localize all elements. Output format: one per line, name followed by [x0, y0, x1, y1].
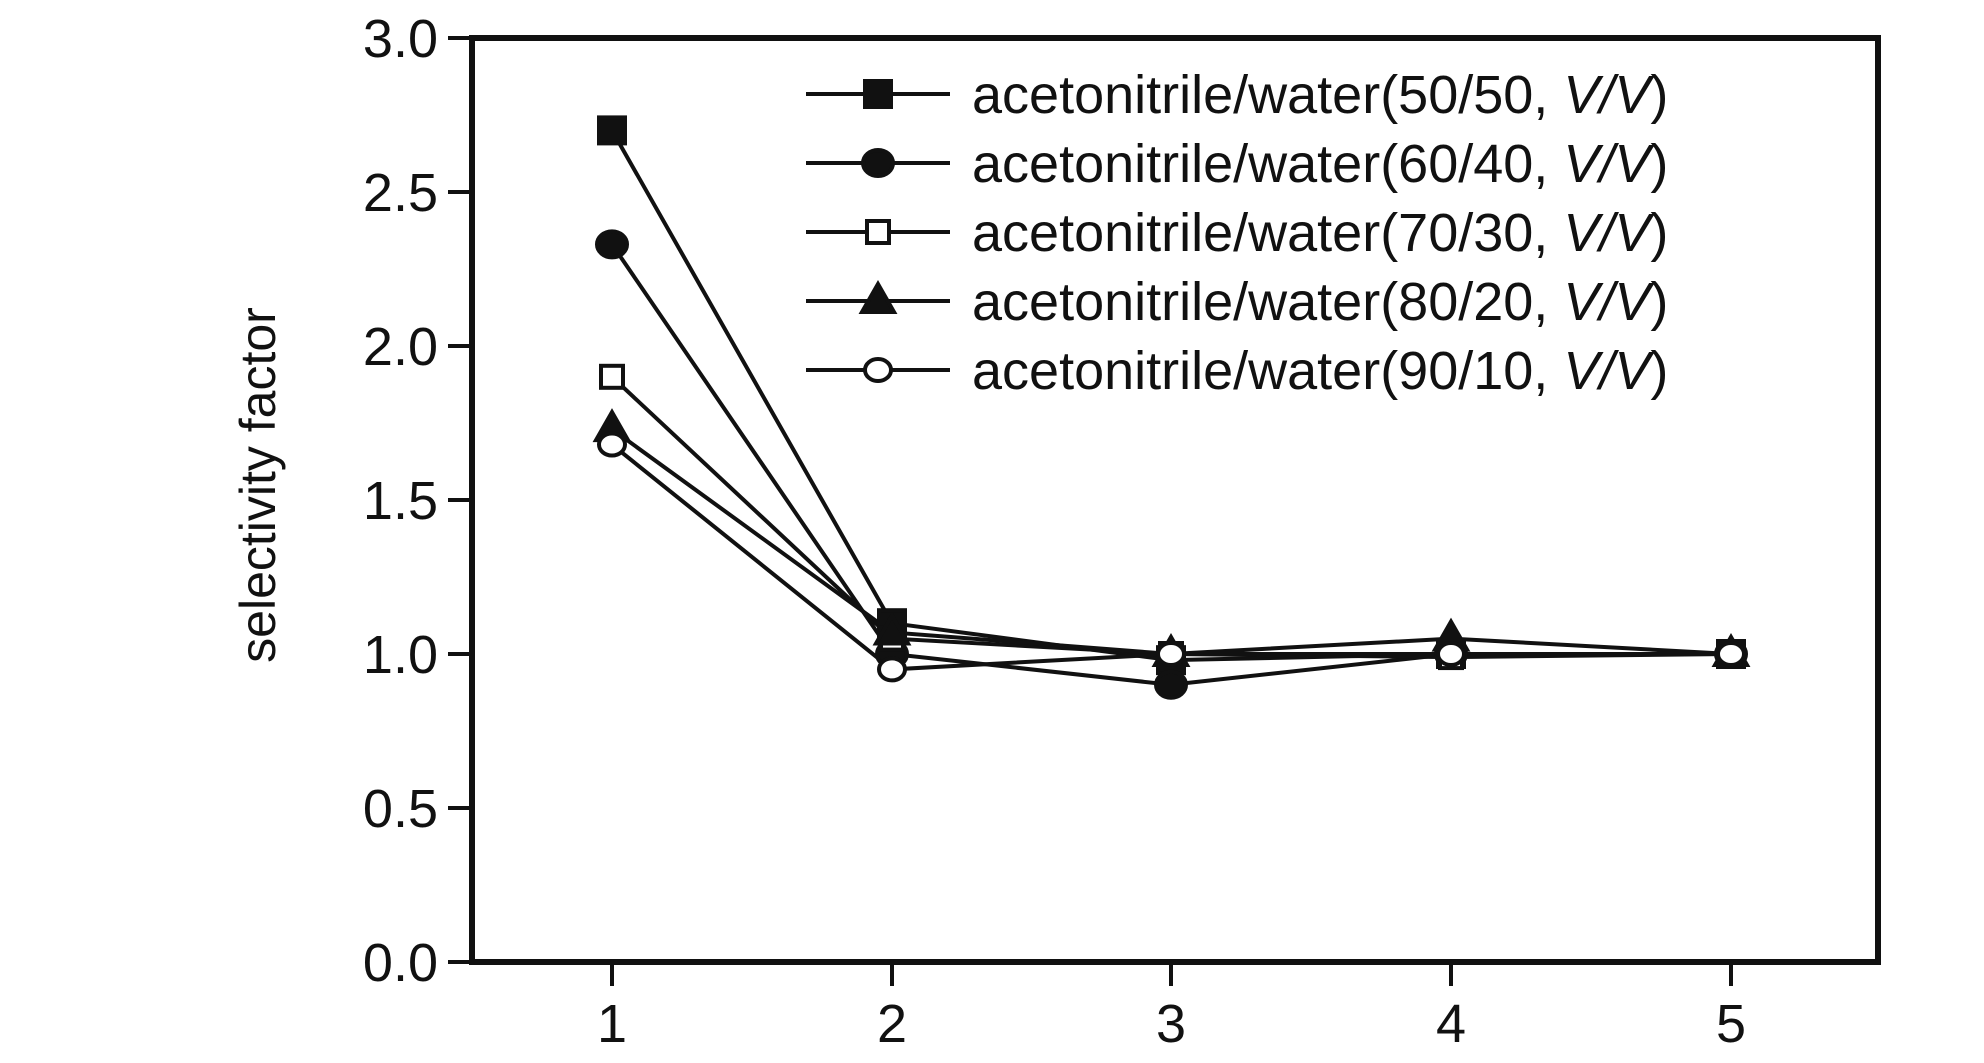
data-point — [595, 229, 629, 260]
series-3 — [610, 375, 1732, 660]
y-tick-label: 2.0 — [363, 317, 438, 377]
y-axis-ticks: 0.0 0.5 1.0 1.5 2.0 2.5 3.0 — [363, 9, 472, 993]
legend-marker — [861, 148, 895, 178]
y-tick-label: 1.0 — [363, 625, 438, 685]
legend-label-prefix: acetonitrile/water(80/20, — [972, 272, 1563, 332]
y-tick-label: 1.5 — [363, 471, 438, 531]
series-4-markers — [592, 408, 1751, 667]
series-layer — [592, 115, 1751, 700]
x-tick-label: 3 — [1156, 994, 1186, 1054]
legend-label-italic: V/V — [1563, 272, 1655, 332]
data-point — [597, 115, 627, 146]
legend-label-suffix: ) — [1650, 203, 1668, 263]
data-point — [1436, 641, 1466, 667]
series-line — [610, 427, 1732, 657]
legend-label-italic: V/V — [1563, 134, 1655, 194]
legend-label-suffix: ) — [1650, 134, 1668, 194]
legend-label-suffix: ) — [1650, 65, 1668, 125]
series-4 — [610, 427, 1732, 657]
data-point — [872, 611, 912, 646]
legend-label-italic: V/V — [1563, 203, 1655, 263]
legend-label-prefix: acetonitrile/water(90/10, — [972, 341, 1563, 401]
data-point — [1154, 669, 1188, 700]
legend-item: acetonitrile/water(50/50, V/V) — [806, 65, 1668, 125]
y-tick-label: 0.5 — [363, 779, 438, 839]
series-line — [610, 375, 1732, 660]
legend-label-suffix: ) — [1650, 272, 1668, 332]
legend-label-prefix: acetonitrile/water(70/30, — [972, 203, 1563, 263]
legend-label: acetonitrile/water(70/30, V/V) — [972, 203, 1668, 263]
legend-item: acetonitrile/water(80/20, V/V) — [806, 272, 1668, 332]
data-point — [597, 431, 627, 458]
y-tick-label: 0.0 — [363, 933, 438, 993]
legend-label: acetonitrile/water(50/50, V/V) — [972, 65, 1668, 125]
data-point — [1156, 641, 1186, 667]
legend-item: acetonitrile/water(70/30, V/V) — [806, 203, 1668, 263]
x-tick-label: 4 — [1436, 994, 1466, 1054]
data-point — [877, 656, 907, 683]
plot-frame — [469, 35, 1881, 965]
legend-label: acetonitrile/water(80/20, V/V) — [972, 272, 1668, 332]
y-tick-label: 3.0 — [363, 9, 438, 69]
legend: acetonitrile/water(50/50, V/V)acetonitri… — [806, 65, 1668, 401]
x-axis-ticks: 1 2 3 4 5 — [597, 962, 1746, 1054]
y-tick-label: 2.5 — [363, 163, 438, 223]
x-tick-label: 5 — [1716, 994, 1746, 1054]
legend-marker — [865, 219, 891, 245]
series-5-markers — [597, 431, 1746, 683]
legend-marker — [863, 357, 893, 383]
data-point — [599, 363, 625, 390]
legend-item: acetonitrile/water(90/10, V/V) — [806, 341, 1668, 401]
legend-label: acetonitrile/water(60/40, V/V) — [972, 134, 1668, 194]
y-axis-title: selectivity factor — [230, 307, 286, 663]
x-tick-label: 2 — [877, 994, 907, 1054]
legend-item: acetonitrile/water(60/40, V/V) — [806, 134, 1668, 194]
legend-label-prefix: acetonitrile/water(60/40, — [972, 134, 1563, 194]
data-point — [1716, 641, 1746, 667]
legend-marker — [858, 279, 898, 314]
legend-label-prefix: acetonitrile/water(50/50, — [972, 65, 1563, 125]
legend-label-italic: V/V — [1563, 341, 1655, 401]
legend-marker — [863, 79, 893, 109]
legend-label-suffix: ) — [1650, 341, 1668, 401]
legend-label-italic: V/V — [1563, 65, 1655, 125]
legend-label: acetonitrile/water(90/10, V/V) — [972, 341, 1668, 401]
x-tick-label: 1 — [597, 994, 627, 1054]
